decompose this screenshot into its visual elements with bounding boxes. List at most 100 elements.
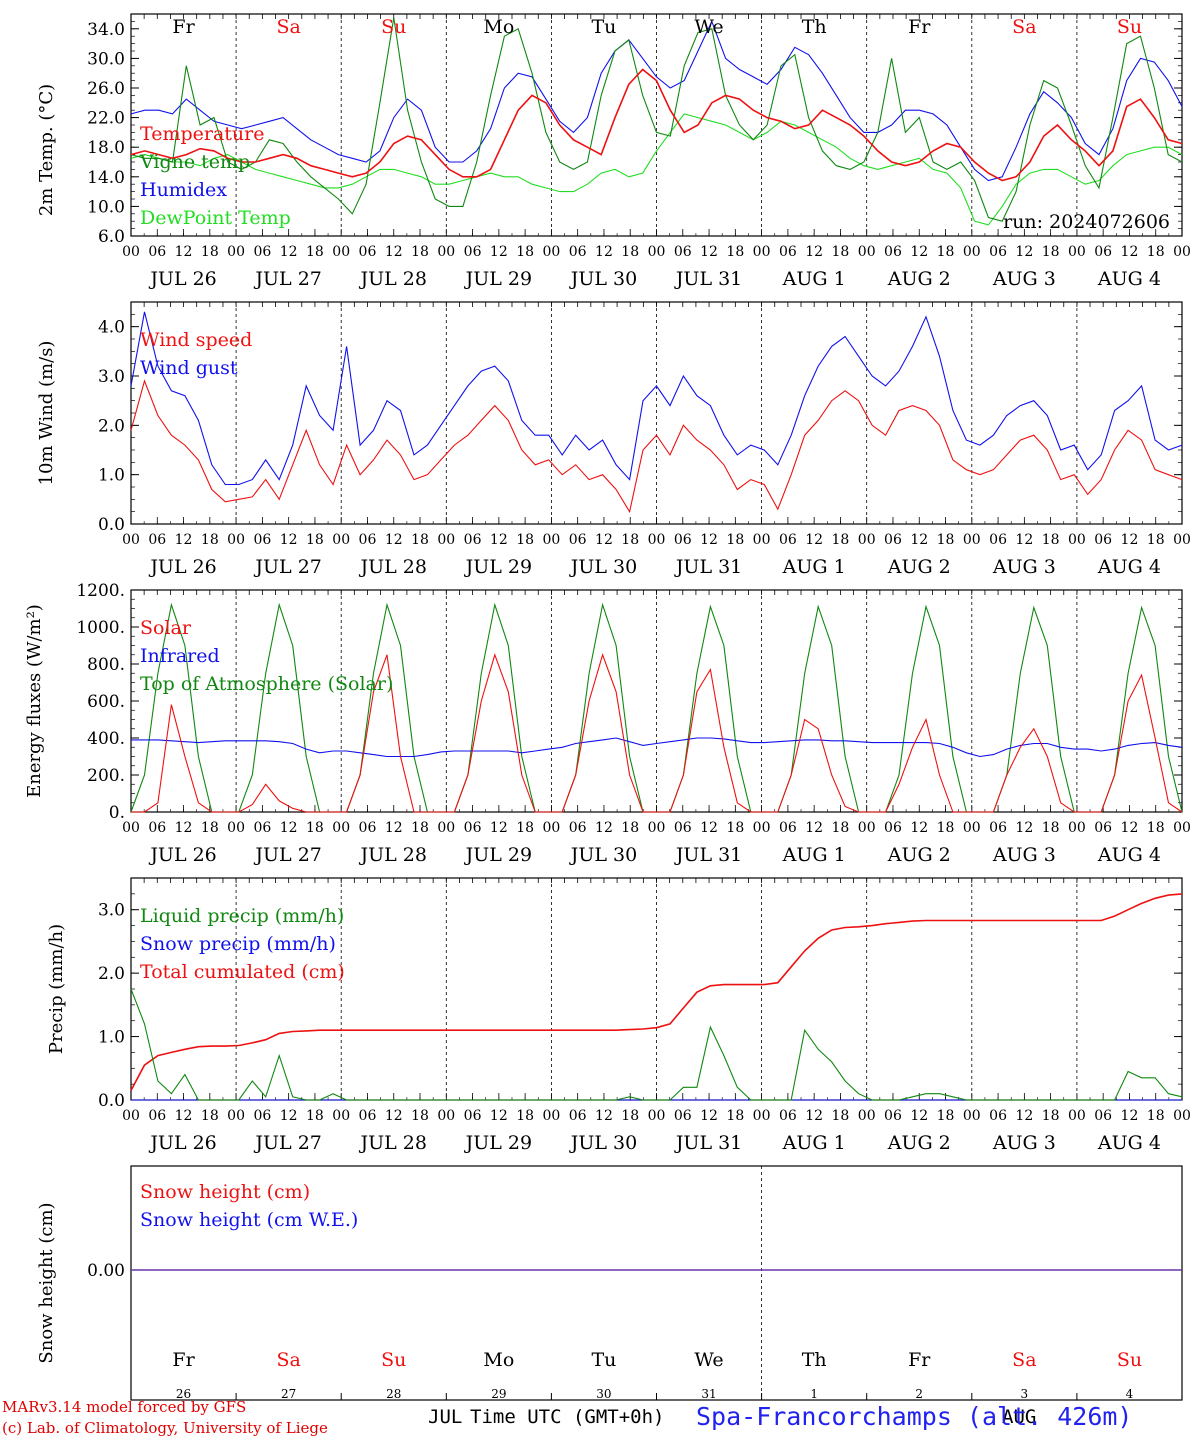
hour-tick-label: 12 (490, 820, 508, 836)
date-label: AUG 2 (887, 556, 951, 578)
hour-tick-label: 12 (595, 820, 613, 836)
panel-1: 00 06 12 18 00 06 12 18 00 06 12 18 00 06 12 18 00 06 12 18… (36, 13, 1191, 290)
hour-tick-label: 12 (1015, 820, 1033, 836)
hour-tick-label: 00 (858, 244, 876, 260)
hour-tick-label: 18 (1042, 532, 1060, 548)
hour-tick-label: 06 (884, 244, 902, 260)
hour-tick-label: 06 (359, 244, 377, 260)
hour-tick-label: 18 (516, 820, 534, 836)
hour-tick-label: 18 (832, 820, 850, 836)
hour-tick-label: 12 (700, 532, 718, 548)
hour-tick-label: 18 (1147, 820, 1165, 836)
hour-tick-label: 06 (674, 532, 692, 548)
hour-tick-label: 06 (779, 820, 797, 836)
hour-tick-label: 00 (858, 532, 876, 548)
date-label: AUG 4 (1097, 844, 1161, 866)
legend-entry: Solar (140, 617, 192, 639)
hour-tick-label: 18 (937, 820, 955, 836)
hour-tick-label: 12 (490, 244, 508, 260)
hour-tick-label: 12 (700, 244, 718, 260)
hour-tick-label: 00 (227, 1108, 245, 1124)
date-label: AUG 2 (887, 1132, 951, 1154)
hour-tick-label: 06 (884, 820, 902, 836)
hour-tick-label: 18 (1147, 532, 1165, 548)
hour-tick-label: 06 (569, 244, 587, 260)
hour-tick-label: 00 (963, 532, 981, 548)
y-tick-label: 1000. (76, 618, 125, 638)
credit-lab-text: (c) Lab. of Climatology, University of L… (2, 1419, 328, 1437)
series-line-infrared (131, 737, 1183, 758)
legend-entry: Snow precip (mm/h) (140, 933, 336, 955)
hour-tick-label: 00 (332, 1108, 350, 1124)
day-number-label: 31 (701, 1387, 716, 1401)
series-line-dewpoint-temp (130, 113, 1183, 226)
series-line-top-of-atmosphere-solar- (130, 602, 1183, 813)
hour-tick-label: 18 (201, 820, 219, 836)
hour-tick-label: 18 (937, 1108, 955, 1124)
hour-tick-label: 06 (253, 532, 271, 548)
weekday-label: We (694, 1349, 723, 1371)
hour-tick-label: 12 (700, 820, 718, 836)
legend-entry: Infrared (140, 645, 220, 667)
date-label: JUL 30 (569, 1132, 637, 1154)
hour-tick-label: 18 (937, 244, 955, 260)
hour-tick-label: 18 (306, 1108, 324, 1124)
date-label: AUG 1 (782, 268, 846, 290)
date-label: JUL 26 (148, 556, 216, 578)
y-tick-label: 10.0 (87, 197, 125, 217)
hour-tick-label: 12 (910, 820, 928, 836)
hour-tick-label: 18 (411, 244, 429, 260)
hour-tick-label: 00 (332, 532, 350, 548)
hour-tick-label: 06 (359, 1108, 377, 1124)
hour-tick-label: 06 (253, 1108, 271, 1124)
date-label: JUL 28 (359, 1132, 427, 1154)
hour-tick-label: 18 (832, 532, 850, 548)
hour-tick-label: 12 (280, 1108, 298, 1124)
y-tick-label: 34.0 (87, 20, 125, 40)
date-label: JUL 31 (674, 556, 742, 578)
panel-3: 00 06 12 18 00 06 12 18 00 06 12 18 00 06 12 18 00 06 12 18… (24, 581, 1191, 866)
legend-entry: Snow height (cm) (140, 1181, 310, 1203)
hour-tick-label: 06 (569, 820, 587, 836)
date-label: JUL 26 (148, 1132, 216, 1154)
hour-tick-label: 18 (201, 244, 219, 260)
hour-tick-label: 00 (227, 532, 245, 548)
y-tick-label: 200. (87, 766, 125, 786)
hour-tick-label: 00 (122, 820, 140, 836)
y-tick-label: 2.0 (98, 964, 125, 984)
hour-tick-label: 18 (306, 532, 324, 548)
day-number-label: 29 (491, 1387, 506, 1401)
hour-tick-label: 00 (648, 532, 666, 548)
date-label: JUL 31 (674, 844, 742, 866)
hour-tick-label: 00 (963, 1108, 981, 1124)
hour-tick-label: 06 (148, 820, 166, 836)
hour-tick-label: 00 (1068, 1108, 1086, 1124)
hour-tick-label: 06 (464, 532, 482, 548)
month-label-jul: JUL (428, 1406, 463, 1428)
hour-tick-label: 00 (648, 1108, 666, 1124)
hour-tick-label: 00 (542, 532, 560, 548)
date-label: AUG 2 (887, 844, 951, 866)
date-label: AUG 2 (887, 268, 951, 290)
hour-tick-label: 00 (753, 820, 771, 836)
hour-tick-label: 18 (201, 532, 219, 548)
hour-tick-label: 06 (569, 1108, 587, 1124)
hour-tick-label: 06 (884, 532, 902, 548)
legend-entry: Top of Atmosphere (Solar) (140, 673, 393, 695)
weekday-label: Sa (1012, 16, 1036, 38)
series-line-solar (131, 653, 1183, 813)
hour-tick-label: 00 (858, 820, 876, 836)
hour-tick-label: 00 (858, 1108, 876, 1124)
y-axis-title: Precip (mm/h) (46, 924, 67, 1054)
y-tick-label: 0.00 (87, 1261, 125, 1281)
hour-tick-label: 18 (1147, 1108, 1165, 1124)
series-line-wind-gust (130, 311, 1183, 486)
hour-tick-label: 06 (989, 1108, 1007, 1124)
hour-tick-label: 12 (805, 244, 823, 260)
hour-tick-label: 18 (937, 532, 955, 548)
hour-tick-label: 06 (674, 1108, 692, 1124)
date-label: AUG 3 (992, 268, 1056, 290)
hour-tick-label: 12 (175, 244, 193, 260)
y-tick-label: 1200. (76, 581, 125, 601)
y-tick-label: 0.0 (98, 1091, 125, 1111)
